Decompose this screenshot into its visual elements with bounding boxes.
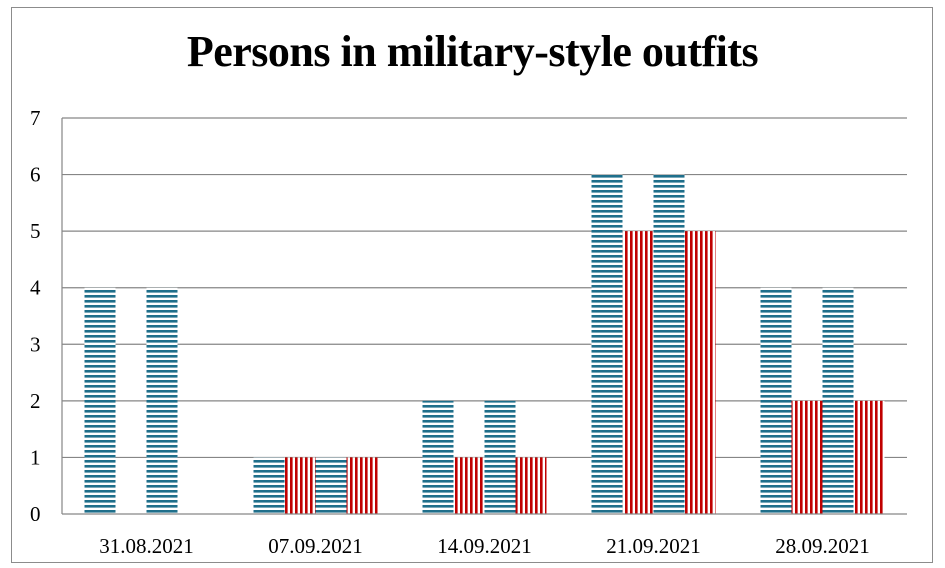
- bar-28.09.2021-s1: [760, 287, 792, 514]
- y-tick-label: 1: [30, 445, 41, 469]
- bar-07.09.2021-s4: [346, 457, 378, 514]
- y-tick-label: 6: [30, 163, 41, 187]
- bar-14.09.2021-s3: [484, 400, 516, 514]
- bar-07.09.2021-s1: [253, 457, 285, 514]
- bar-14.09.2021-s2: [453, 457, 485, 514]
- bar-14.09.2021-s4: [515, 457, 547, 514]
- y-tick-label: 2: [30, 389, 41, 413]
- tick-labels: 0 1 2 3 4 5 6 7 31.08.2021 07.09.2021 14.09.2021 21…: [30, 106, 870, 558]
- bar-28.09.2021-s3: [822, 287, 854, 514]
- bar-31.08.2021-s1: [84, 287, 116, 514]
- bar-21.09.2021-s3: [653, 174, 685, 515]
- bar-31.08.2021-s3: [146, 287, 178, 514]
- x-tick-label: 07.09.2021: [268, 534, 363, 558]
- y-tick-label: 5: [30, 219, 41, 243]
- axes: [61, 118, 907, 515]
- bar-07.09.2021-s3: [315, 457, 347, 514]
- y-tick-label: 3: [30, 332, 41, 356]
- bar-28.09.2021-s2: [791, 400, 823, 514]
- bar-28.09.2021-s4: [853, 400, 885, 514]
- bar-21.09.2021-s4: [684, 231, 716, 514]
- x-tick-label: 14.09.2021: [437, 534, 532, 558]
- y-tick-label: 0: [30, 502, 41, 526]
- y-tick-label: 4: [30, 276, 41, 300]
- bars: [84, 174, 885, 515]
- bar-21.09.2021-s2: [622, 231, 654, 514]
- chart-title: Persons in military-style outfits: [186, 27, 759, 76]
- bar-21.09.2021-s1: [591, 174, 623, 515]
- bar-14.09.2021-s1: [422, 400, 454, 514]
- x-tick-label: 31.08.2021: [99, 534, 194, 558]
- x-tick-label: 21.09.2021: [606, 534, 701, 558]
- bar-07.09.2021-s2: [284, 457, 316, 514]
- x-tick-label: 28.09.2021: [775, 534, 870, 558]
- y-tick-label: 7: [30, 106, 41, 130]
